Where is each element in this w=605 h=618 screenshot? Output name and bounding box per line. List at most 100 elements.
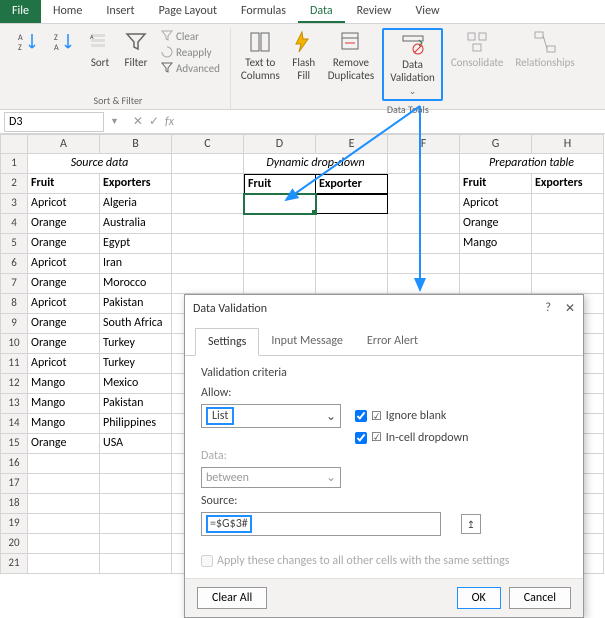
cancel-formula-icon[interactable]: ✕ xyxy=(133,114,143,129)
cell[interactable]: USA xyxy=(100,434,172,454)
row-header[interactable]: 18 xyxy=(0,494,28,514)
cell[interactable] xyxy=(532,274,604,294)
close-icon[interactable]: ✕ xyxy=(565,301,575,316)
flash-fill-button[interactable]: Flash Fill xyxy=(288,28,320,84)
data-validation-button[interactable]: Data Validation⌄ xyxy=(382,28,443,101)
row-header[interactable]: 10 xyxy=(0,334,28,354)
sort-az-button[interactable]: AZ xyxy=(12,28,44,56)
tab-insert[interactable]: Insert xyxy=(94,0,146,23)
cell[interactable]: Orange xyxy=(28,314,100,334)
cell[interactable]: Turkey xyxy=(100,334,172,354)
cell[interactable] xyxy=(28,454,100,474)
cell[interactable]: Fruit xyxy=(28,174,100,194)
cell[interactable] xyxy=(460,254,532,274)
cell[interactable]: Orange xyxy=(28,334,100,354)
cell[interactable] xyxy=(388,194,460,214)
cell[interactable]: Iran xyxy=(100,254,172,274)
tab-error-alert[interactable]: Error Alert xyxy=(355,328,430,355)
row-header[interactable]: 6 xyxy=(0,254,28,274)
row-header[interactable]: 4 xyxy=(0,214,28,234)
tab-file[interactable]: File xyxy=(0,0,41,23)
col-header-D[interactable]: D xyxy=(244,134,316,154)
cell[interactable]: Fruit xyxy=(244,174,316,194)
row-header[interactable]: 13 xyxy=(0,394,28,414)
sort-za-button[interactable]: ZA xyxy=(48,28,80,56)
cell[interactable]: Orange xyxy=(28,274,100,294)
allow-select[interactable]: List⌄ xyxy=(201,404,341,428)
help-icon[interactable]: ? xyxy=(545,301,551,316)
cell[interactable] xyxy=(28,554,100,574)
cell[interactable]: Mango xyxy=(28,394,100,414)
row-header[interactable]: 3 xyxy=(0,194,28,214)
cell[interactable] xyxy=(532,214,604,234)
cell[interactable]: South Africa xyxy=(100,314,172,334)
name-box[interactable] xyxy=(4,112,104,132)
name-box-dropdown-icon[interactable]: ▼ xyxy=(110,116,119,127)
col-header-G[interactable]: G xyxy=(460,134,532,154)
cell[interactable] xyxy=(172,254,244,274)
cell[interactable] xyxy=(172,214,244,234)
cell[interactable]: Algeria xyxy=(100,194,172,214)
tab-home[interactable]: Home xyxy=(41,0,94,23)
cell[interactable] xyxy=(244,214,316,234)
cell[interactable] xyxy=(244,274,316,294)
cell[interactable] xyxy=(100,554,172,574)
cell[interactable] xyxy=(388,214,460,234)
cell[interactable] xyxy=(172,194,244,214)
col-header-H[interactable]: H xyxy=(532,134,604,154)
cell[interactable]: Mango xyxy=(28,374,100,394)
cell[interactable]: Orange xyxy=(460,214,532,234)
cell[interactable]: Mango xyxy=(28,414,100,434)
cell-D3-active[interactable] xyxy=(244,194,316,214)
cell[interactable] xyxy=(172,234,244,254)
cell[interactable] xyxy=(388,274,460,294)
row-header[interactable]: 11 xyxy=(0,354,28,374)
cell[interactable] xyxy=(28,494,100,514)
reapply-button[interactable]: Reapply xyxy=(156,44,224,60)
cell[interactable]: Apricot xyxy=(28,354,100,374)
sort-button[interactable]: ASort xyxy=(84,28,116,71)
ok-button[interactable]: OK xyxy=(457,587,501,609)
fx-icon[interactable]: fx xyxy=(165,115,174,129)
cell[interactable]: Orange xyxy=(28,434,100,454)
cell[interactable] xyxy=(532,194,604,214)
clear-all-button[interactable]: Clear All xyxy=(197,587,267,609)
cell[interactable] xyxy=(100,454,172,474)
cell[interactable]: Apricot xyxy=(28,294,100,314)
row-header[interactable]: 16 xyxy=(0,454,28,474)
row-header[interactable]: 5 xyxy=(0,234,28,254)
col-header-B[interactable]: B xyxy=(100,134,172,154)
cell[interactable] xyxy=(316,214,388,234)
row-header[interactable]: 21 xyxy=(0,554,28,574)
col-header-F[interactable]: F xyxy=(388,134,460,154)
cell[interactable]: Pakistan xyxy=(100,394,172,414)
row-header[interactable]: 20 xyxy=(0,534,28,554)
cell[interactable]: Mexico xyxy=(100,374,172,394)
cell[interactable]: Mango xyxy=(460,234,532,254)
cell[interactable]: Orange xyxy=(28,214,100,234)
cell[interactable] xyxy=(28,474,100,494)
cell[interactable] xyxy=(316,194,388,214)
tab-data[interactable]: Data xyxy=(298,0,345,23)
cell[interactable] xyxy=(388,154,460,174)
cell[interactable]: Preparation table xyxy=(460,154,604,174)
cell[interactable]: Exporters xyxy=(100,174,172,194)
cell[interactable]: Apricot xyxy=(460,194,532,214)
cell[interactable] xyxy=(100,514,172,534)
cell[interactable] xyxy=(388,234,460,254)
cell[interactable] xyxy=(172,174,244,194)
filter-button[interactable]: Filter xyxy=(120,28,152,71)
tab-settings[interactable]: Settings xyxy=(195,328,259,356)
cell[interactable] xyxy=(316,274,388,294)
cell[interactable]: Philippines xyxy=(100,414,172,434)
tab-page-layout[interactable]: Page Layout xyxy=(147,0,229,23)
cell[interactable] xyxy=(172,274,244,294)
remove-duplicates-button[interactable]: Remove Duplicates xyxy=(324,28,378,84)
consolidate-button[interactable]: Consolidate xyxy=(447,28,508,71)
enter-formula-icon[interactable]: ✓ xyxy=(149,114,159,129)
row-header[interactable]: 12 xyxy=(0,374,28,394)
cell[interactable] xyxy=(460,274,532,294)
ignore-blank-checkbox[interactable]: ☑Ignore blank xyxy=(355,409,446,424)
cell[interactable]: Fruit xyxy=(460,174,532,194)
cell[interactable] xyxy=(172,154,244,174)
